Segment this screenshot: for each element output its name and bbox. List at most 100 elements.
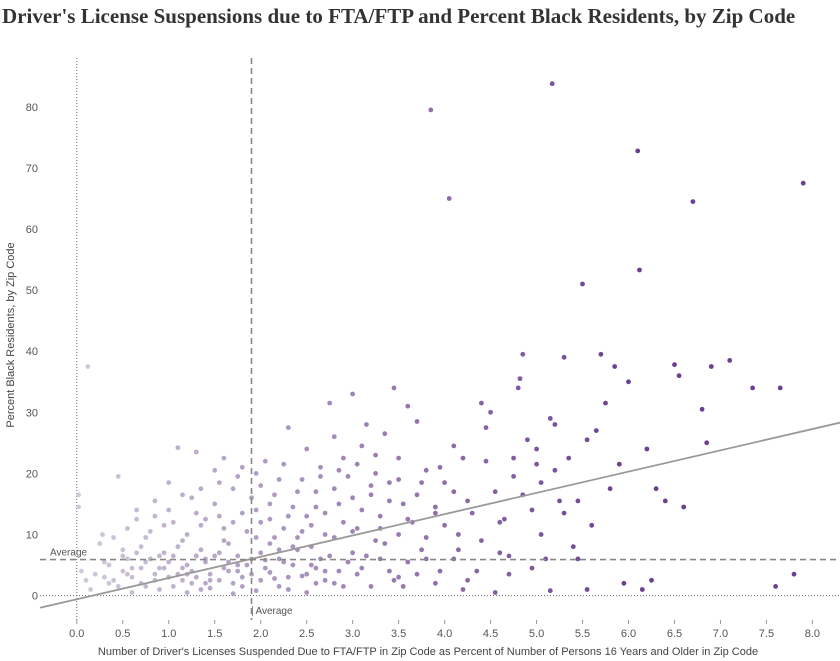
data-point: [198, 522, 204, 528]
y-tick-label: 50: [26, 285, 38, 297]
data-point: [364, 553, 369, 559]
data-point: [106, 580, 112, 586]
data-point: [285, 587, 291, 592]
data-point: [152, 498, 158, 504]
data-point: [189, 580, 195, 586]
data-point: [566, 455, 572, 461]
data-point: [111, 535, 116, 540]
data-point: [690, 199, 696, 205]
x-average-label: Average: [255, 606, 293, 617]
data-point: [649, 577, 654, 583]
data-point: [373, 538, 378, 543]
data-point: [502, 516, 507, 522]
data-point: [488, 409, 493, 415]
data-point: [538, 532, 544, 537]
data-point: [88, 587, 93, 592]
data-point: [341, 455, 346, 461]
data-point: [85, 364, 91, 369]
x-axis-label: Number of Driver's Licenses Suspended Du…: [98, 646, 758, 658]
data-point: [414, 419, 420, 424]
x-tick-label: 3.0: [345, 628, 360, 640]
x-tick-label: 1.0: [161, 628, 176, 640]
data-point: [672, 362, 677, 368]
data-point: [515, 385, 521, 391]
data-point: [359, 565, 365, 571]
data-point: [180, 565, 185, 571]
data-point: [304, 571, 310, 577]
data-point: [267, 501, 273, 507]
data-point: [396, 574, 401, 580]
data-point: [276, 584, 282, 589]
data-point: [603, 400, 608, 406]
data-point: [345, 559, 351, 565]
data-point: [258, 550, 264, 556]
data-point: [483, 458, 489, 464]
data-point: [433, 510, 438, 516]
data-point: [166, 559, 172, 565]
data-point: [281, 461, 287, 467]
data-point: [267, 516, 273, 522]
data-point: [207, 585, 213, 591]
data-point: [203, 559, 208, 565]
data-point: [474, 568, 480, 574]
y-tick-label: 70: [26, 163, 38, 175]
data-point: [437, 464, 443, 470]
data-point: [387, 480, 392, 485]
data-point: [382, 431, 388, 437]
data-point: [497, 550, 503, 556]
data-point: [258, 577, 264, 583]
data-point: [451, 489, 457, 495]
data-point: [313, 565, 319, 571]
data-point: [262, 565, 268, 571]
x-tick-label: 2.5: [299, 628, 314, 640]
data-point: [281, 559, 287, 565]
data-point: [341, 519, 346, 525]
data-point: [299, 529, 305, 534]
data-point: [230, 591, 236, 597]
data-point: [469, 510, 475, 516]
x-axis-ticks: 0.0 0.5 1.0 1.5 2.0 2.5 3.0 3.5 4.0 4.5 5.0 5.5 6.0 6…: [69, 620, 820, 640]
data-point: [253, 507, 259, 513]
data-point: [653, 486, 659, 492]
data-point: [773, 584, 778, 589]
data-point: [76, 504, 81, 510]
data-point: [313, 489, 319, 495]
y-tick-label: 40: [26, 346, 38, 358]
data-point: [170, 584, 176, 589]
data-point: [331, 434, 337, 440]
plot-area: [39, 58, 840, 620]
data-point: [373, 452, 378, 458]
data-point: [180, 492, 185, 498]
data-point: [180, 577, 185, 583]
data-point: [322, 577, 328, 583]
data-point: [433, 580, 438, 586]
data-point: [529, 565, 535, 571]
data-point: [134, 550, 140, 556]
data-point: [143, 535, 149, 540]
x-tick-label: 2.0: [253, 628, 268, 640]
data-point: [364, 422, 369, 427]
data-point: [350, 529, 355, 534]
data-point: [125, 571, 130, 577]
data-point: [327, 400, 333, 406]
data-point: [368, 492, 374, 498]
data-point: [253, 471, 259, 476]
data-point: [102, 574, 107, 580]
data-point: [189, 495, 195, 501]
data-point: [400, 584, 406, 589]
data-point: [414, 571, 420, 577]
data-point: [584, 437, 590, 443]
data-point: [727, 358, 733, 363]
data-point: [230, 486, 236, 492]
data-point: [318, 474, 323, 479]
data-point: [175, 544, 181, 550]
data-point: [221, 565, 227, 571]
data-point: [230, 580, 236, 586]
data-point: [193, 574, 199, 580]
data-point: [561, 354, 567, 360]
data-point: [423, 467, 429, 473]
data-point: [161, 522, 167, 528]
data-point: [193, 553, 199, 559]
data-point: [147, 529, 153, 534]
data-point: [626, 379, 631, 385]
